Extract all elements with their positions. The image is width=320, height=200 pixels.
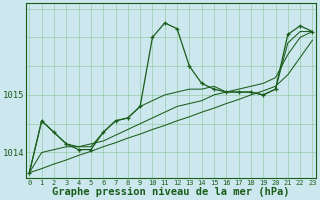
X-axis label: Graphe pression niveau de la mer (hPa): Graphe pression niveau de la mer (hPa) — [52, 187, 290, 197]
